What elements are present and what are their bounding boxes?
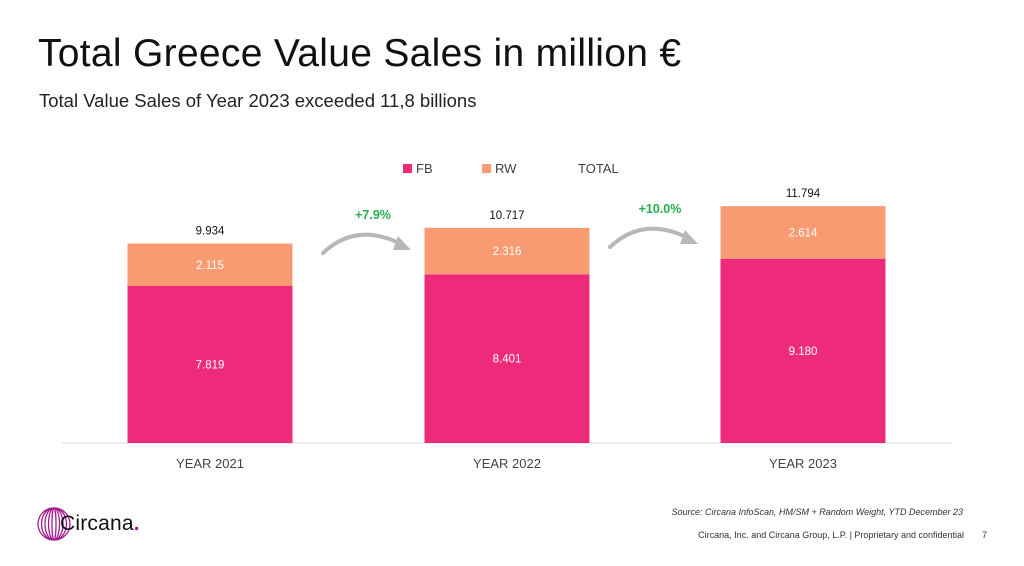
growth-label-2: +10.0% <box>639 202 682 216</box>
page-number: 7 <box>982 530 988 540</box>
bar-fb-3 <box>720 258 886 443</box>
circana-logo: Circana. <box>36 506 140 542</box>
legend-label-rw: RW <box>495 161 517 176</box>
data-label-fb-1: 7.819 <box>196 360 225 372</box>
slide-title: Total Greece Value Sales in million € <box>38 32 682 75</box>
data-label-fb-3: 9.180 <box>789 346 818 358</box>
bar-fb-2 <box>424 274 590 443</box>
growth-arrow-head-1 <box>393 236 411 250</box>
bar-rw-3 <box>720 206 886 259</box>
legend-label-fb: FB <box>416 161 433 176</box>
total-label-1: 9.934 <box>196 226 225 238</box>
growth-label-1: +7.9% <box>355 208 391 222</box>
circana-logo-icon <box>37 507 71 541</box>
legend-label-total: TOTAL <box>578 161 619 176</box>
x-tick-label-3: YEAR 2023 <box>769 456 837 471</box>
legend-swatch-fb <box>403 164 412 173</box>
data-label-rw-2: 2.316 <box>493 246 522 258</box>
x-tick-label-2: YEAR 2022 <box>473 456 541 471</box>
logo-text: Circana <box>60 512 134 535</box>
data-label-fb-2: 8.401 <box>493 354 522 366</box>
growth-arrow-2 <box>608 226 692 249</box>
source-note: Source: Circana InfoScan, HM/SM + Random… <box>671 507 963 517</box>
data-label-rw-3: 2.614 <box>789 227 818 239</box>
legend-swatch-rw <box>482 164 491 173</box>
growth-arrow-1 <box>321 232 405 255</box>
bar-rw-1 <box>127 243 293 286</box>
total-label-3: 11.794 <box>786 188 821 200</box>
growth-arrow-head-2 <box>680 230 698 244</box>
data-label-rw-1: 2.115 <box>196 260 224 272</box>
footer-text: Circana, Inc. and Circana Group, L.P. | … <box>698 530 964 540</box>
logo-dot: . <box>133 512 140 535</box>
slide-subtitle: Total Value Sales of Year 2023 exceeded … <box>39 90 477 111</box>
bar-rw-2 <box>424 227 590 275</box>
x-tick-label-1: YEAR 2021 <box>176 456 244 471</box>
total-label-2: 10.717 <box>489 210 524 222</box>
logo-wordmark: Circana. <box>60 512 140 536</box>
bar-fb-1 <box>127 286 293 443</box>
